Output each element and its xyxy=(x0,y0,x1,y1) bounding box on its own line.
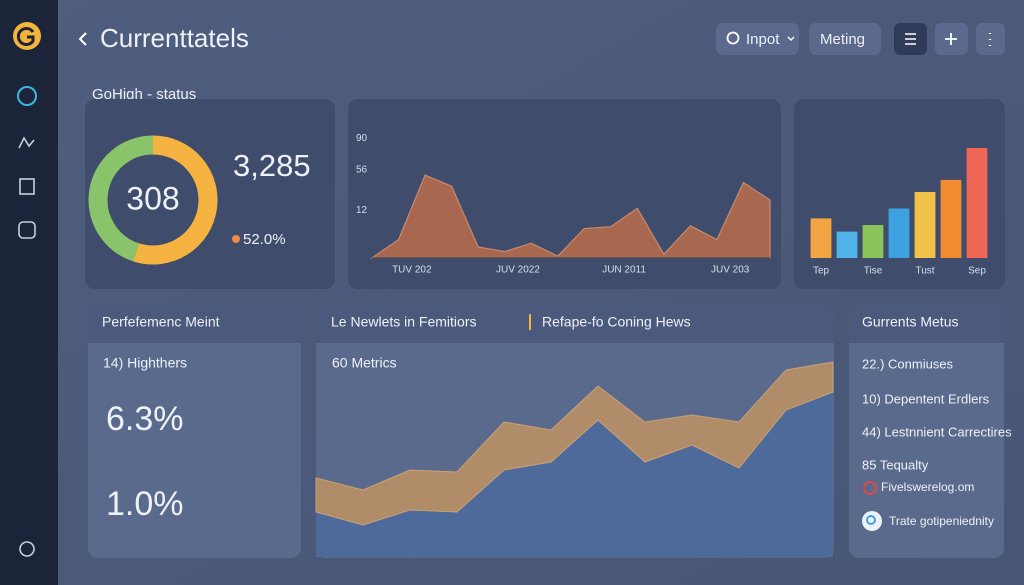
area-layer xyxy=(315,361,834,526)
performance-subtitle: 14) Highthers xyxy=(103,355,187,371)
trend-card xyxy=(348,99,781,289)
bar xyxy=(836,231,858,258)
performance-value: 6.3% xyxy=(106,400,184,438)
area-layer xyxy=(316,392,833,557)
donut-segment xyxy=(133,135,218,265)
x-tick-label: Tep xyxy=(813,266,830,277)
bar xyxy=(888,208,910,258)
performance-title: Perfefemenc Meint xyxy=(102,314,220,330)
metric-icon xyxy=(862,511,882,531)
sidebar xyxy=(0,0,58,585)
y-tick-label: 56 xyxy=(356,164,368,175)
metric-icon xyxy=(863,481,877,495)
x-tick-label: JUV 203 xyxy=(711,265,750,276)
x-tick-label: Tust xyxy=(915,266,934,277)
meting-button-label: Meting xyxy=(820,31,865,48)
news-header xyxy=(316,305,834,343)
search-button[interactable] xyxy=(716,23,799,55)
page-title: Currenttatels xyxy=(100,23,249,53)
donut-segment xyxy=(88,135,154,262)
summary-total: 3,285 xyxy=(233,148,311,183)
search-icon xyxy=(726,31,740,45)
tab-divider xyxy=(529,314,531,330)
metric-item: 22.) Conmiuses xyxy=(862,356,954,371)
meting-button[interactable] xyxy=(809,23,881,55)
y-tick-label: 12 xyxy=(356,205,368,216)
dropdown-caret xyxy=(787,36,795,41)
performance-value: 1.0% xyxy=(106,485,184,523)
x-tick-label: Tise xyxy=(864,266,883,277)
performance-card xyxy=(88,305,301,558)
add-icon xyxy=(945,33,957,45)
change-dot xyxy=(232,235,240,243)
bar xyxy=(966,148,988,258)
chart-title: 60 Metrics xyxy=(332,355,397,371)
bar xyxy=(862,225,884,258)
nav-icon-chart[interactable] xyxy=(18,136,35,149)
back-button[interactable] xyxy=(78,32,87,46)
news-tab[interactable]: Le Newlets in Femitiors xyxy=(331,314,477,330)
news-tab[interactable]: Refape-fo Coning Hews xyxy=(542,314,691,330)
metrics-card xyxy=(849,305,1004,558)
metric-icon-glyph xyxy=(866,515,876,525)
x-tick-label: Sep xyxy=(968,266,986,277)
nav-icon-edit[interactable] xyxy=(18,221,36,239)
bar xyxy=(914,192,936,258)
metric-item: 44) Lestnnient Carrectires xyxy=(862,424,1012,439)
section-label: GoHigh - status xyxy=(92,86,196,103)
y-tick-label: 90 xyxy=(356,133,368,144)
metric-item: 10) Depentent Erdlers xyxy=(862,391,990,406)
menu-icon xyxy=(905,33,916,45)
x-tick-label: JUN 2011 xyxy=(602,265,646,276)
bar xyxy=(940,179,962,258)
metrics-title: Gurrents Metus xyxy=(862,314,958,330)
nav-icon-list[interactable] xyxy=(19,178,35,195)
bar xyxy=(810,218,832,258)
search-button-label: Inpot xyxy=(746,31,780,48)
x-tick-label: JUV 2022 xyxy=(496,265,540,276)
nav-icon-settings[interactable] xyxy=(19,541,35,557)
x-tick-label: TUV 202 xyxy=(392,265,432,276)
summary-change: 52.0% xyxy=(243,231,286,248)
performance-header xyxy=(88,305,301,343)
donut-center-value: 308 xyxy=(126,180,179,216)
metrics-header xyxy=(849,305,1004,343)
metric-item: 85 Tequalty xyxy=(862,457,929,472)
metric-item: Fivelswerelog.om xyxy=(881,480,974,494)
area xyxy=(370,174,771,259)
nav-icon-home[interactable] xyxy=(17,86,37,106)
metric-item[interactable]: Trate gotipeniednity xyxy=(889,514,994,528)
logo-glyph xyxy=(16,27,35,46)
